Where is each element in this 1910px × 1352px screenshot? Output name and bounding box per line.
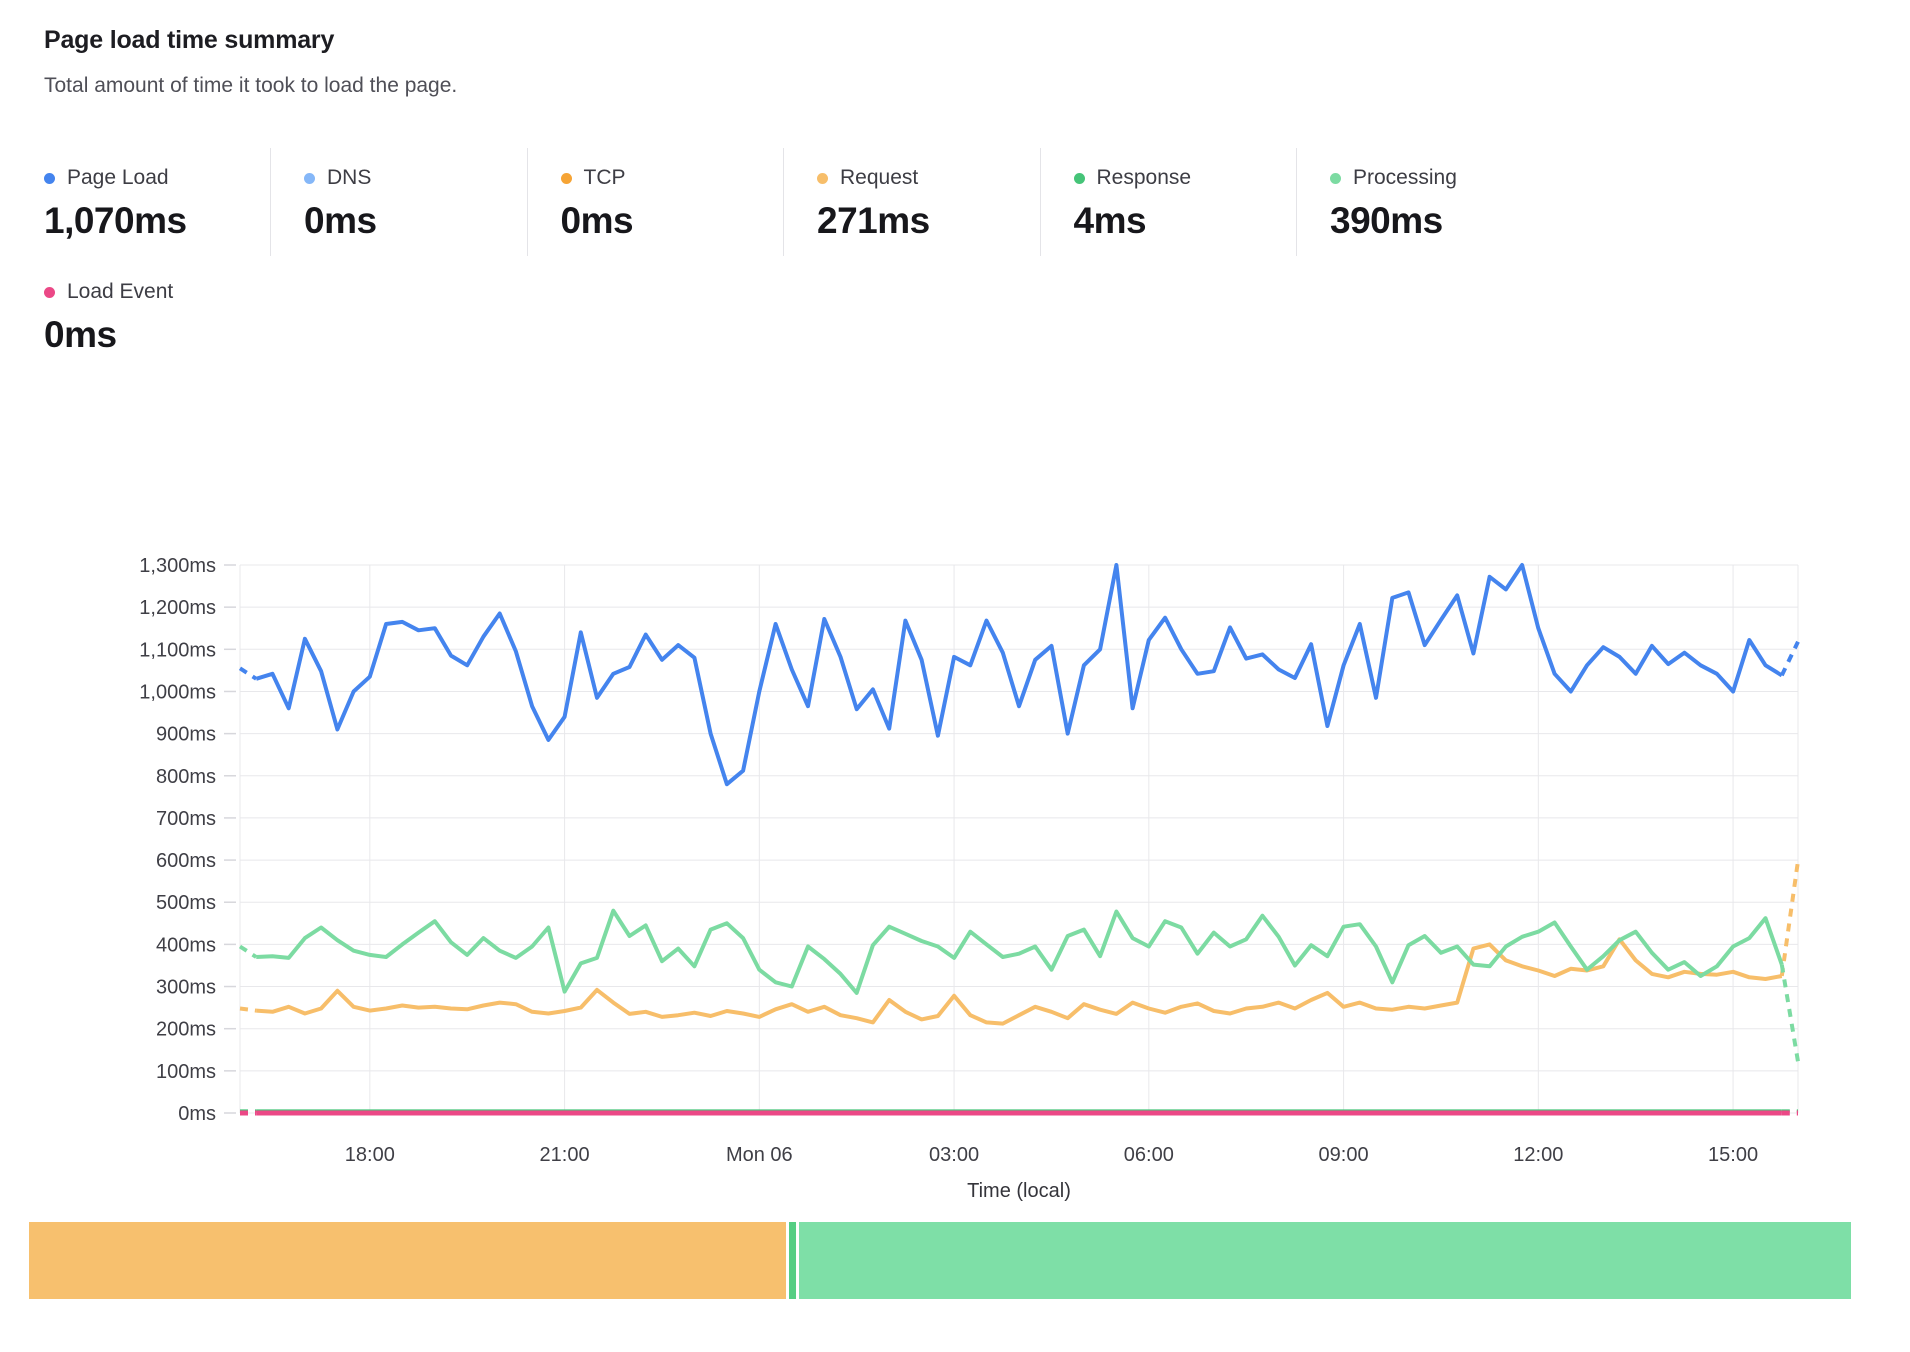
legend-value-processing: 390ms [1330,200,1443,241]
y-tick-label: 1,000ms [139,681,216,703]
request-dot-icon [817,172,828,184]
legend-label-request: Request [840,166,919,189]
x-axis-title: Time (local) [967,1180,1071,1202]
series-processing-line-dashed [238,944,258,959]
y-tick-label: 400ms [156,934,216,956]
legend-item-page_load[interactable]: Page Load 1,070ms [44,148,270,256]
y-tick-label: 900ms [156,724,216,746]
legend-value-page_load: 1,070ms [44,200,187,241]
bar-segment-request[interactable] [29,1222,787,1299]
page-title: Page load time summary [44,26,335,54]
x-tick-label: 09:00 [1319,1144,1369,1166]
legend-label-load_event: Load Event [67,280,174,303]
y-tick-label: 800ms [156,766,216,788]
legend-item-load_event[interactable]: Load Event 0ms [44,262,270,370]
legend-value-response: 4ms [1073,200,1147,241]
y-tick-label: 500ms [156,892,216,914]
legend-value-dns: 0ms [304,200,377,241]
y-tick-label: 1,200ms [139,597,216,619]
legend-item-request[interactable]: Request 271ms [783,148,1040,256]
x-tick-label: 21:00 [540,1144,590,1166]
legend-label-response: Response [1096,166,1192,189]
processing-dot-icon [1330,172,1341,184]
legend-label-tcp: TCP [583,166,626,189]
x-tick-label: 03:00 [929,1144,979,1166]
legend-row-secondary: Load Event 0ms [44,262,270,370]
series-processing-line [256,908,1784,995]
y-tick-label: 700ms [156,808,216,830]
duration-composition-bar[interactable] [29,1222,1852,1299]
y-tick-label: 300ms [156,977,216,999]
x-tick-label: 15:00 [1708,1144,1758,1166]
x-tick-label: 18:00 [345,1144,395,1166]
y-tick-label: 1,300ms [139,555,216,577]
series-request-line [256,937,1783,1026]
load_event-dot-icon [44,286,55,298]
x-tick-label: 12:00 [1513,1144,1563,1166]
y-tick-label: 100ms [156,1061,216,1083]
series-page_load-line-dashed [1779,640,1800,677]
page_load-dot-icon [44,172,55,184]
series-processing-line-dashed [1779,964,1800,1062]
legend-label-page_load: Page Load [67,166,169,189]
x-tick-label: 06:00 [1124,1144,1174,1166]
bar-segment-response[interactable] [789,1222,797,1299]
y-tick-label: 200ms [156,1019,216,1041]
legend-item-tcp[interactable]: TCP 0ms [526,148,784,256]
tcp-dot-icon [560,172,572,184]
series-page_load-line-dashed [238,666,258,681]
page-subtitle: Total amount of time it took to load the… [44,74,458,97]
series-request-line-dashed [1779,860,1800,977]
response-dot-icon [1073,172,1085,184]
legend-item-processing[interactable]: Processing 390ms [1296,148,1553,256]
legend-label-dns: DNS [327,166,372,189]
y-tick-label: 600ms [156,850,216,872]
bar-segment-processing[interactable] [799,1222,1852,1299]
legend-item-dns[interactable]: DNS 0ms [270,148,527,256]
y-tick-label: 0ms [178,1103,216,1125]
chart-svg: 0ms 100ms 200ms 300ms 400ms 500ms 600ms 700ms 80… [139,555,1800,1202]
legend-value-request: 271ms [817,200,930,241]
legend-row-primary: Page Load 1,070ms DNS 0ms TCP 0ms Request 271ms… [44,148,1553,256]
y-tick-label: 1,100ms [139,639,216,661]
legend-item-response[interactable]: Response 4ms [1039,148,1297,256]
page-load-time-chart[interactable]: 0ms 100ms 200ms 300ms 400ms 500ms 600ms 700ms 80… [0,435,1910,1225]
legend-label-processing: Processing [1353,166,1457,189]
dns-dot-icon [304,172,315,184]
x-tick-label: Mon 06 [726,1144,793,1166]
series-request-line-dashed [239,1006,257,1013]
legend-value-load_event: 0ms [44,314,117,355]
legend-value-tcp: 0ms [560,200,634,241]
series-page_load-line [255,563,1783,787]
